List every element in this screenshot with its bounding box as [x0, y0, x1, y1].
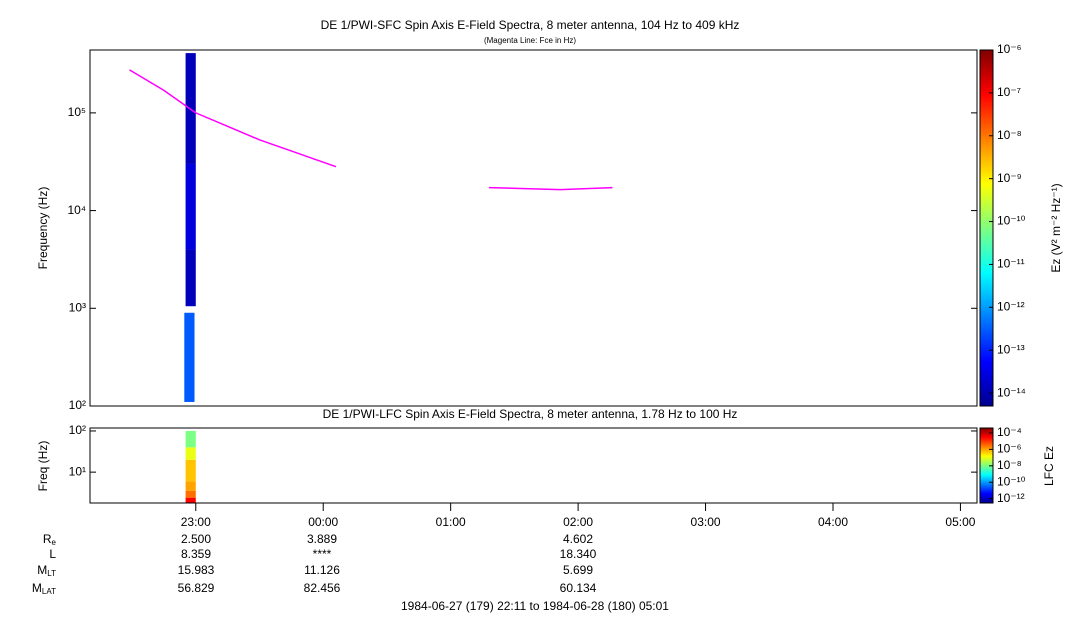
- ephemeris-label-text: R: [43, 532, 52, 546]
- ephemeris-value: ****: [313, 547, 332, 561]
- colorbar-tick-label: 10⁻⁸: [997, 128, 1022, 142]
- ephemeris-label-text: M: [37, 563, 47, 577]
- spectrogram-cell: [185, 447, 196, 460]
- ephemeris-value: 4.602: [563, 532, 593, 546]
- ephemeris-value: 60.134: [560, 581, 597, 595]
- colorbar-tick-label: 10⁻¹⁰: [997, 214, 1026, 228]
- colorbar-label: LFC Ez: [1042, 446, 1056, 486]
- ephemeris-label: MLAT: [32, 581, 56, 596]
- ephemeris-value: 5.699: [563, 563, 593, 577]
- ephemeris-value: 56.829: [178, 581, 215, 595]
- fce-line: [129, 69, 613, 191]
- x-tick-label: 04:00: [818, 515, 848, 529]
- plot-frame: [89, 49, 978, 407]
- ephemeris-value: 82.456: [304, 581, 341, 595]
- spectrogram-cell: [185, 497, 196, 503]
- y-tick-label: 10²: [69, 423, 86, 437]
- x-tick-label: 01:00: [436, 515, 466, 529]
- colorbar: [979, 49, 994, 407]
- y-axis-label: Frequency (Hz): [36, 187, 50, 270]
- ephemeris-label-sub: LAT: [42, 587, 56, 596]
- ephemeris-value: 2.500: [181, 532, 211, 546]
- colorbar-tick-label: 10⁻⁷: [997, 85, 1021, 99]
- colorbar-tick-label: 10⁻⁴: [997, 425, 1022, 439]
- y-tick-label: 10³: [69, 300, 86, 314]
- x-tick-label: 02:00: [563, 515, 593, 529]
- ephemeris-label: Re: [43, 532, 57, 547]
- spectrogram-cell: [185, 490, 196, 498]
- plot-frame: [89, 427, 978, 504]
- colorbar-tick-label: 10⁻¹⁴: [997, 385, 1026, 399]
- ephemeris-value: 3.889: [307, 532, 337, 546]
- x-tick-label: 23:00: [181, 515, 211, 529]
- ephemeris-label-sub: LT: [47, 569, 56, 578]
- ephemeris-label-text: M: [32, 581, 42, 595]
- ephemeris-value: 18.340: [560, 547, 597, 561]
- colorbar-tick-label: 10⁻¹⁰: [997, 474, 1026, 488]
- chart-title: DE 1/PWI-LFC Spin Axis E-Field Spectra, …: [323, 407, 738, 421]
- ephemeris-value: 15.983: [178, 563, 215, 577]
- ephemeris-label-sub: e: [52, 538, 57, 547]
- footer: 1984-06-27 (179) 22:11 to 1984-06-28 (18…: [401, 599, 669, 613]
- spectrogram-cell: [185, 249, 196, 307]
- y-axis-label: Freq (Hz): [36, 441, 50, 492]
- chart-subtitle: (Magenta Line: Fce in Hz): [484, 36, 576, 45]
- ephemeris-value: 11.126: [304, 563, 340, 577]
- colorbar-tick-label: 10⁻⁶: [997, 442, 1022, 456]
- colorbar-tick-label: 10⁻⁶: [997, 42, 1022, 56]
- spectrogram-cell: [185, 481, 196, 491]
- x-tick-label: 03:00: [691, 515, 721, 529]
- chart-title: DE 1/PWI-SFC Spin Axis E-Field Spectra, …: [321, 18, 740, 32]
- ephemeris-label: L: [49, 547, 56, 561]
- spectrogram-cell: [185, 163, 196, 250]
- colorbar-tick-label: 10⁻¹²: [997, 299, 1025, 313]
- spectrogram-cell: [184, 312, 195, 402]
- x-tick-label: 05:00: [945, 515, 975, 529]
- ephemeris-label: MLT: [37, 563, 56, 578]
- y-tick-label: 10¹: [69, 464, 86, 478]
- colorbar-tick-label: 10⁻¹¹: [997, 257, 1025, 271]
- colorbar-tick-label: 10⁻¹³: [997, 342, 1025, 356]
- colorbar-label: Ez (V² m⁻² Hz⁻¹): [1049, 183, 1063, 272]
- x-tick-label: 00:00: [308, 515, 338, 529]
- colorbar-tick-label: 10⁻¹²: [997, 491, 1025, 505]
- spectrogram-cell: [185, 430, 196, 448]
- spectrogram-cell: [185, 459, 196, 482]
- ephemeris-value: 8.359: [181, 547, 211, 561]
- y-tick-label: 10²: [69, 398, 86, 412]
- colorbar-tick-label: 10⁻⁸: [997, 458, 1022, 472]
- y-tick-label: 10⁵: [68, 105, 86, 119]
- colorbar-tick-label: 10⁻⁹: [997, 171, 1022, 185]
- y-tick-label: 10⁴: [67, 203, 86, 217]
- ephemeris-label-text: L: [49, 547, 56, 561]
